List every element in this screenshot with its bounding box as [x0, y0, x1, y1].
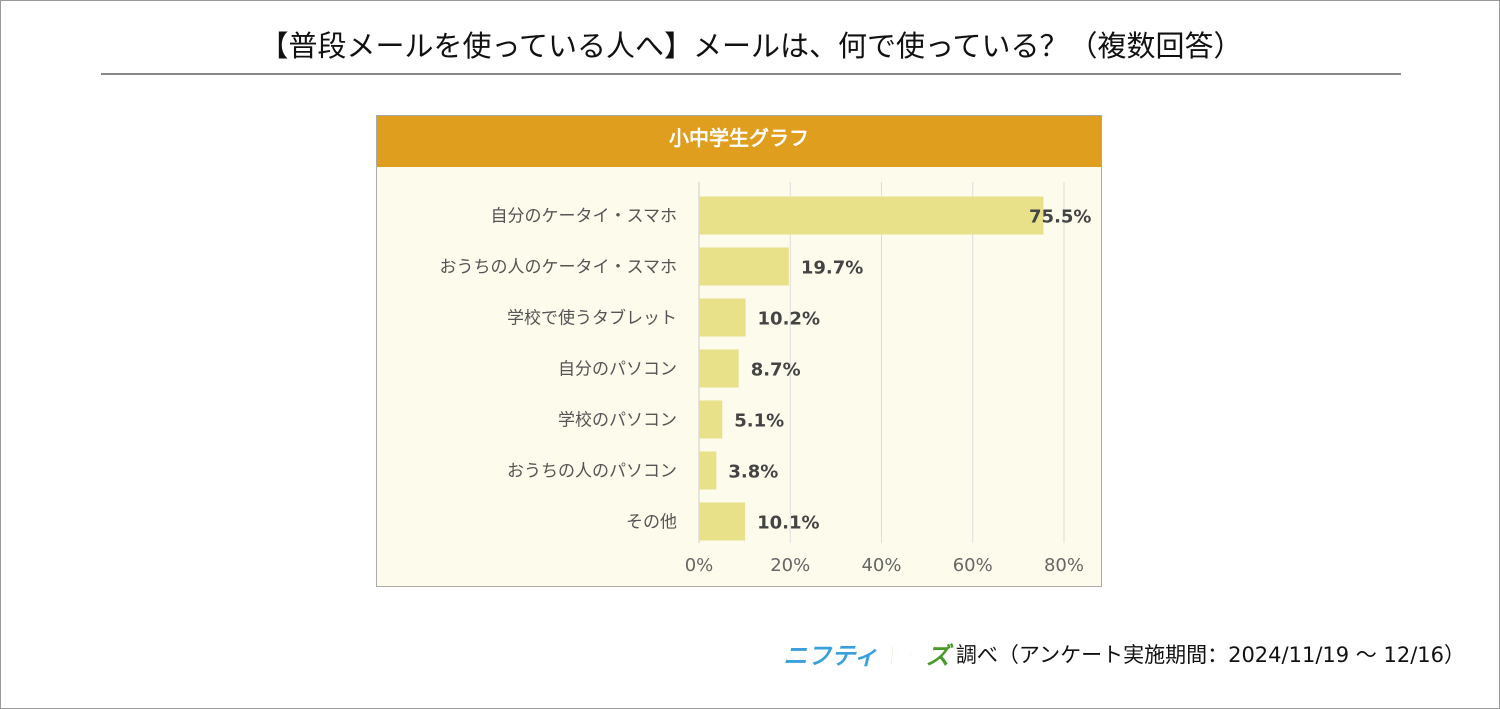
- x-tick-label: 80%: [1044, 555, 1084, 576]
- logo-text-nifty: ニフティ: [783, 642, 878, 670]
- x-tick-label: 60%: [953, 555, 993, 576]
- bar: [699, 502, 746, 541]
- plot-area: 0% 20% 40% 60% 80% 自分のケータイ・スマホ 75.5% おうちの人のケータイ…: [377, 116, 1101, 586]
- data-label: 75.5%: [1029, 207, 1091, 228]
- bar: [699, 196, 1044, 235]
- category-label: 自分のケータイ・スマホ: [491, 207, 678, 227]
- category-label: 学校のパソコン: [558, 411, 677, 431]
- x-tick-label: 40%: [861, 555, 901, 576]
- nifty-kids-logo: ニフティキッズ: [783, 636, 950, 671]
- source-note: 調べ（アンケート実施期間：2024/11/19 ～ 12/16）: [955, 642, 1465, 667]
- page-title: 【普段メールを使っている人へ】メールは、何で使っている？（複数回答）: [259, 29, 1243, 63]
- bar: [699, 247, 789, 286]
- data-label: 5.1%: [734, 411, 784, 432]
- logo-text-kids: キッ: [877, 642, 926, 671]
- category-label: 自分のパソコン: [558, 360, 677, 380]
- bar-chart: 0% 20% 40% 60% 80% 自分のケータイ・スマホ 75.5% おうちの人のケータイ…: [440, 182, 1091, 576]
- bar: [699, 298, 746, 337]
- data-label: 10.2%: [758, 309, 820, 330]
- bar: [699, 349, 739, 388]
- chart-panel: 小中学生グラフ 0% 20% 40% 60% 80% 自分のケータイ・スマホ 75.5% おう…: [376, 115, 1102, 587]
- category-label: 学校で使うタブレット: [507, 308, 677, 329]
- category-label: その他: [626, 513, 677, 533]
- data-label: 19.7%: [801, 258, 863, 279]
- category-label: おうちの人のパソコン: [507, 462, 677, 482]
- title-divider: [101, 73, 1401, 75]
- chart-title: 小中学生グラフ: [377, 116, 1101, 167]
- bar: [699, 400, 723, 439]
- x-tick-label: 20%: [770, 555, 810, 576]
- logo-text-kids-end: ズ: [925, 642, 950, 670]
- bar: [699, 451, 717, 490]
- footer: ニフティキッズ 調べ（アンケート実施期間：2024/11/19 ～ 12/16）: [783, 636, 1465, 671]
- data-label: 10.1%: [757, 513, 819, 534]
- x-tick-label: 0%: [685, 555, 714, 576]
- category-label: おうちの人のケータイ・スマホ: [440, 258, 678, 278]
- data-label: 3.8%: [728, 462, 778, 483]
- data-label: 8.7%: [751, 360, 801, 381]
